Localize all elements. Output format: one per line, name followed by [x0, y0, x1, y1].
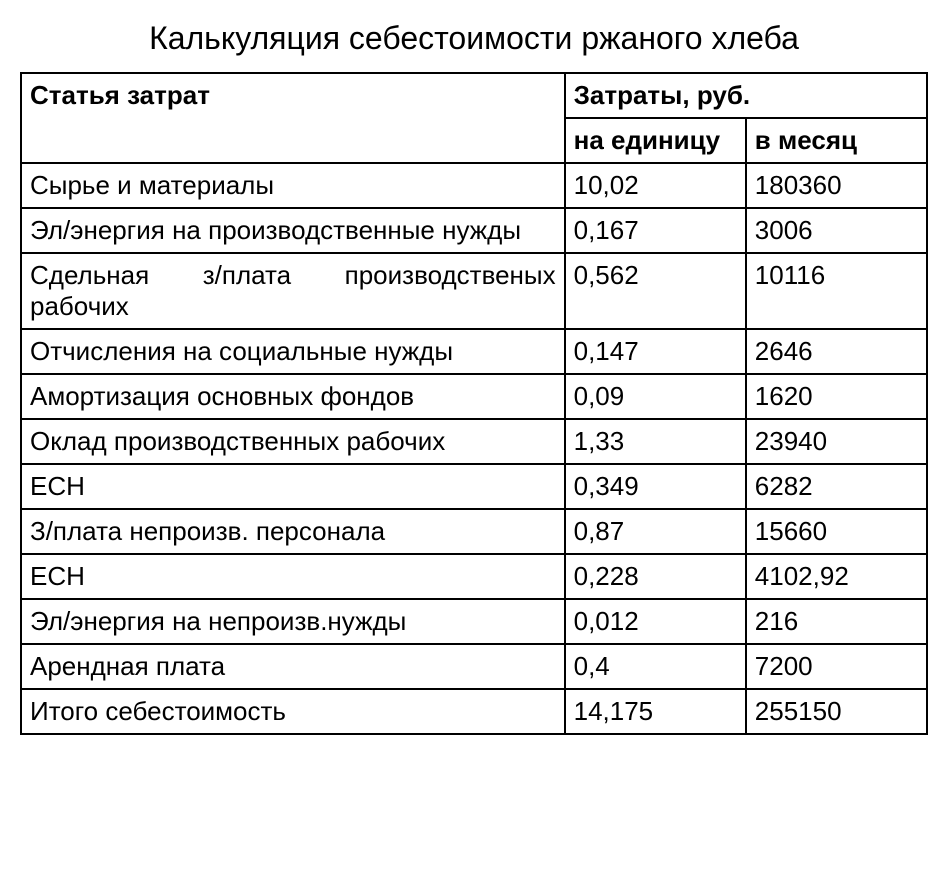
cell-per-unit: 0,87 — [565, 509, 746, 554]
table-row: Оклад производственных рабочих 1,33 2394… — [21, 419, 927, 464]
cell-per-month: 180360 — [746, 163, 927, 208]
cell-per-unit: 0,228 — [565, 554, 746, 599]
cell-per-unit: 0,147 — [565, 329, 746, 374]
cell-item: Амортизация основных фондов — [21, 374, 565, 419]
page-title: Калькуляция себестоимости ржаного хлеба — [20, 20, 928, 57]
cell-item: Сырье и материалы — [21, 163, 565, 208]
cell-per-month: 7200 — [746, 644, 927, 689]
cell-item: ЕСН — [21, 464, 565, 509]
cell-per-unit: 0,167 — [565, 208, 746, 253]
cell-per-unit: 14,175 — [565, 689, 746, 734]
cell-item: Эл/энергия на производственные нужды — [21, 208, 565, 253]
table-row: ЕСН 0,349 6282 — [21, 464, 927, 509]
cell-per-month: 4102,92 — [746, 554, 927, 599]
cell-per-month: 15660 — [746, 509, 927, 554]
cell-item: Оклад производственных рабочих — [21, 419, 565, 464]
table-row: Сдельная з/плата производственых рабочих… — [21, 253, 927, 329]
table-header-row-1: Статья затрат Затраты, руб. — [21, 73, 927, 118]
cell-per-unit: 10,02 — [565, 163, 746, 208]
table-row: Арендная плата 0,4 7200 — [21, 644, 927, 689]
header-per-month: в месяц — [746, 118, 927, 163]
cell-per-month: 255150 — [746, 689, 927, 734]
table-row: Сырье и материалы 10,02 180360 — [21, 163, 927, 208]
cell-per-month: 2646 — [746, 329, 927, 374]
cell-item: З/плата непроизв. персонала — [21, 509, 565, 554]
cell-per-month: 23940 — [746, 419, 927, 464]
cell-per-unit: 0,349 — [565, 464, 746, 509]
cell-per-month: 6282 — [746, 464, 927, 509]
cell-item: Итого себестоимость — [21, 689, 565, 734]
cell-item: ЕСН — [21, 554, 565, 599]
cost-table: Статья затрат Затраты, руб. на единицу в… — [20, 72, 928, 735]
cell-item: Сдельная з/плата производственых рабочих — [21, 253, 565, 329]
table-row: Отчисления на социальные нужды 0,147 264… — [21, 329, 927, 374]
cell-per-unit: 0,562 — [565, 253, 746, 329]
cell-per-unit: 0,09 — [565, 374, 746, 419]
cell-item: Арендная плата — [21, 644, 565, 689]
cell-per-month: 10116 — [746, 253, 927, 329]
cell-per-month: 1620 — [746, 374, 927, 419]
header-item: Статья затрат — [21, 73, 565, 163]
cell-item: Эл/энергия на непроизв.нужды — [21, 599, 565, 644]
cell-per-unit: 0,012 — [565, 599, 746, 644]
cell-per-month: 216 — [746, 599, 927, 644]
table-row: Эл/энергия на производственные нужды 0,1… — [21, 208, 927, 253]
header-per-unit: на единицу — [565, 118, 746, 163]
cell-per-unit: 1,33 — [565, 419, 746, 464]
cell-per-unit: 0,4 — [565, 644, 746, 689]
cell-per-month: 3006 — [746, 208, 927, 253]
table-row-total: Итого себестоимость 14,175 255150 — [21, 689, 927, 734]
table-row: Амортизация основных фондов 0,09 1620 — [21, 374, 927, 419]
table-row: ЕСН 0,228 4102,92 — [21, 554, 927, 599]
header-cost-group: Затраты, руб. — [565, 73, 927, 118]
table-row: З/плата непроизв. персонала 0,87 15660 — [21, 509, 927, 554]
cell-item: Отчисления на социальные нужды — [21, 329, 565, 374]
table-row: Эл/энергия на непроизв.нужды 0,012 216 — [21, 599, 927, 644]
